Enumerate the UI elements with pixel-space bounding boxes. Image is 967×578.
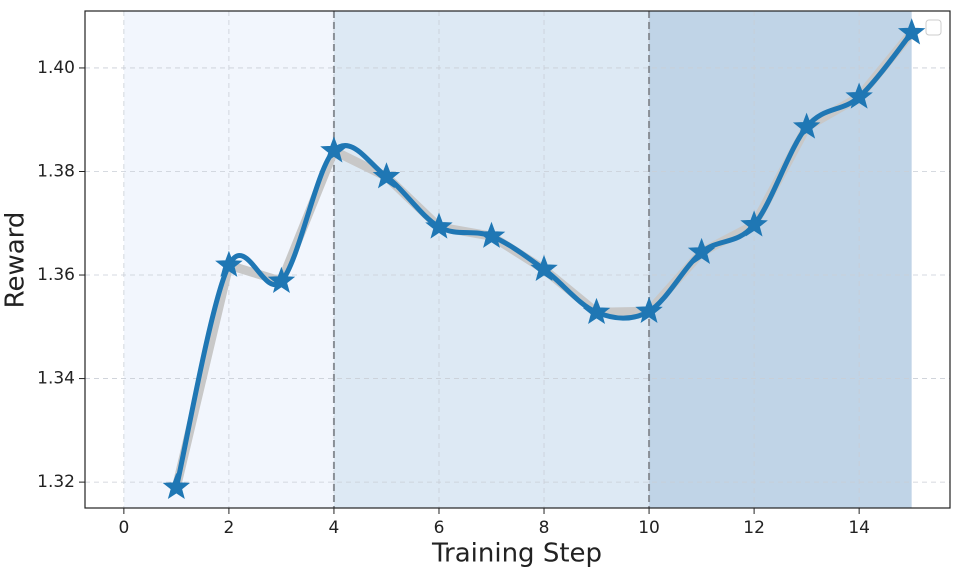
star-marker: [267, 266, 296, 293]
legend-box: [925, 19, 942, 36]
y-tick-label: 1.36: [37, 265, 75, 285]
y-tick-label: 1.40: [37, 58, 75, 78]
x-tick-label: 10: [638, 518, 660, 538]
x-tick-label: 12: [743, 518, 765, 538]
y-axis-label: Reward: [1, 212, 31, 309]
star-marker: [215, 250, 243, 277]
star-marker: [792, 112, 821, 139]
y-tick-label: 1.32: [37, 472, 75, 492]
star-marker: [320, 136, 348, 163]
x-tick-label: 8: [539, 518, 550, 538]
x-tick-label: 2: [223, 518, 234, 538]
star-marker: [635, 296, 663, 323]
star-marker: [372, 162, 401, 189]
shaded-region: [333, 11, 650, 508]
smooth-line: [173, 30, 915, 490]
star-marker: [845, 82, 873, 109]
y-tick-label: 1.38: [37, 161, 75, 181]
plot-frame: [84, 10, 951, 509]
star-marker: [687, 237, 716, 264]
x-tick-label: 0: [118, 518, 129, 538]
star-marker: [897, 18, 926, 45]
x-axis-label: Training Step: [431, 539, 602, 569]
x-tick-label: 4: [329, 518, 340, 538]
star-marker: [530, 254, 558, 282]
star-marker: [582, 297, 611, 324]
x-tick-label: 14: [848, 518, 870, 538]
star-marker: [425, 212, 453, 239]
x-tick-label: 6: [434, 518, 445, 538]
star-marker: [740, 210, 768, 237]
star-marker: [477, 221, 506, 248]
star-marker: [162, 472, 191, 499]
y-tick-label: 1.34: [37, 369, 75, 389]
